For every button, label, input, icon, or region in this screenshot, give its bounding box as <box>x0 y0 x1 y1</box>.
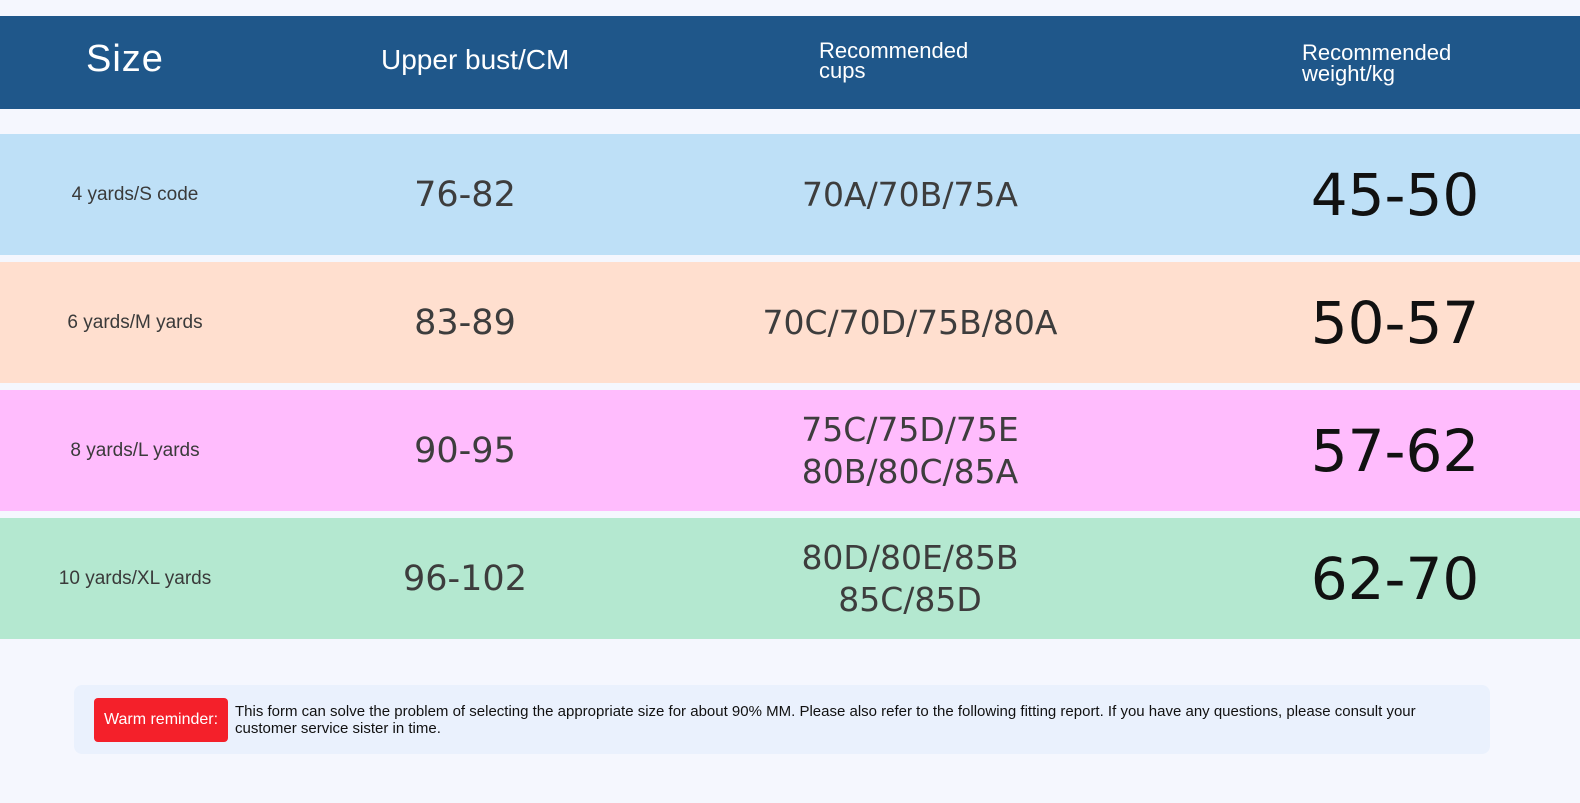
row-cups: 70A/70B/75A <box>700 134 1120 255</box>
header-recommended-cups: Recommended cups <box>819 38 969 83</box>
row-weight: 50-57 <box>1310 288 1480 357</box>
row-cups: 70C/70D/75B/80A <box>700 262 1120 383</box>
row-size: 4 yards/S code <box>71 183 199 205</box>
row-size: 8 yards/L yards <box>70 439 200 461</box>
row-upper-bust: 96-102 <box>403 558 527 599</box>
row-weight: 62-70 <box>1310 544 1480 613</box>
table-header: Size Upper bust/CM Recommended cups Reco… <box>0 16 1580 109</box>
row-cups-line: 80D/80E/85B <box>801 537 1019 577</box>
table-row: 8 yards/L yards 90-95 75C/75D/75E 80B/80… <box>0 390 1580 511</box>
table-row: 6 yards/M yards 83-89 70C/70D/75B/80A 50… <box>0 262 1580 383</box>
row-cups-line: 70C/70D/75B/80A <box>762 302 1058 342</box>
row-weight: 45-50 <box>1310 160 1480 229</box>
row-cups-line: 70A/70B/75A <box>802 174 1018 214</box>
row-weight: 57-62 <box>1310 416 1480 485</box>
header-size: Size <box>86 38 164 80</box>
row-upper-bust: 83-89 <box>414 302 516 343</box>
row-upper-bust: 76-82 <box>414 174 516 215</box>
row-cups: 80D/80E/85B 85C/85D <box>700 518 1120 639</box>
warm-reminder-box: Warm reminder: This form can solve the p… <box>74 685 1490 754</box>
row-upper-bust: 90-95 <box>414 430 516 471</box>
header-upper-bust: Upper bust/CM <box>381 44 570 75</box>
row-cups-line: 80B/80C/85A <box>801 451 1019 491</box>
table-row: 4 yards/S code 76-82 70A/70B/75A 45-50 <box>0 134 1580 255</box>
row-cups: 75C/75D/75E 80B/80C/85A <box>700 390 1120 511</box>
table-row: 10 yards/XL yards 96-102 80D/80E/85B 85C… <box>0 518 1580 639</box>
row-cups-line: 75C/75D/75E <box>801 409 1019 449</box>
row-cups-line: 85C/85D <box>838 579 982 619</box>
row-size: 10 yards/XL yards <box>58 567 212 589</box>
header-recommended-weight: Recommended weight/kg <box>1302 40 1452 86</box>
row-size: 6 yards/M yards <box>67 311 203 333</box>
warm-reminder-badge: Warm reminder: <box>94 698 228 742</box>
warm-reminder-text: This form can solve the problem of selec… <box>235 703 1416 737</box>
